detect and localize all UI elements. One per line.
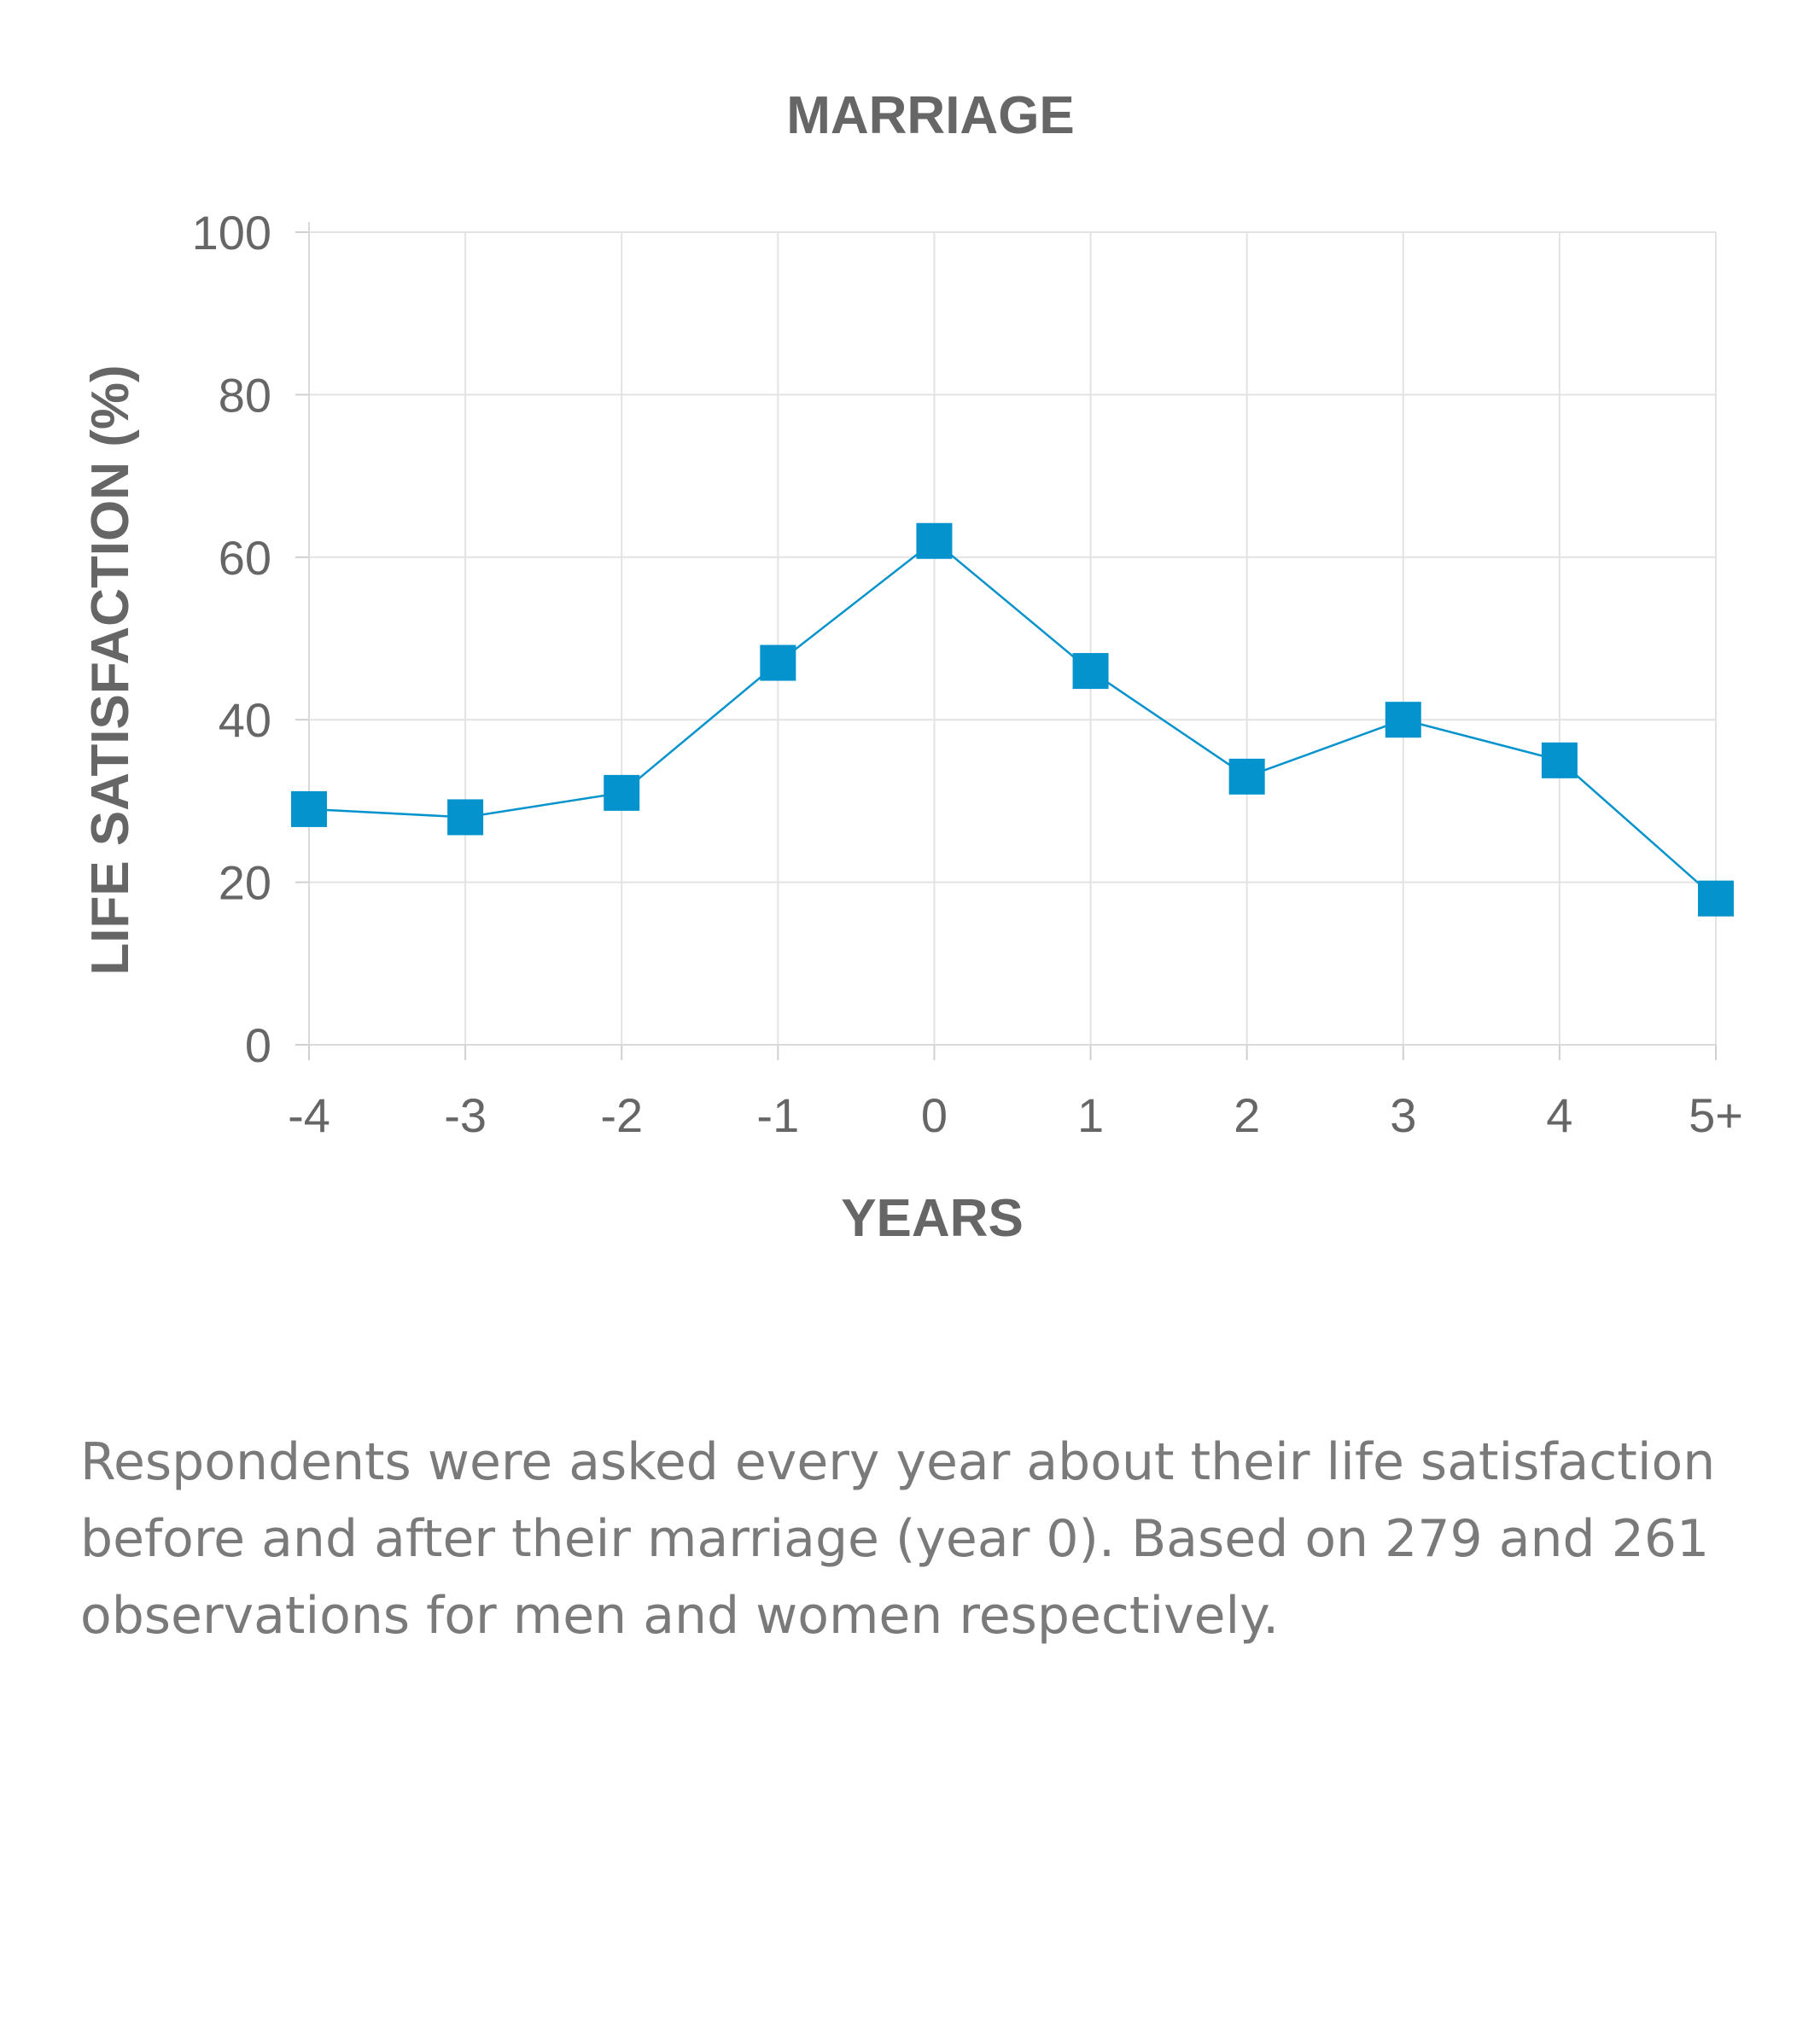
data-point-marker	[1385, 702, 1421, 738]
x-tick-label: 3	[1390, 1088, 1416, 1142]
y-tick-label: 100	[192, 206, 271, 259]
x-tick-label: 1	[1077, 1088, 1104, 1142]
data-point-marker	[916, 522, 953, 559]
x-tick-label: 5+	[1689, 1088, 1743, 1142]
x-tick-label: 0	[921, 1088, 948, 1142]
data-point-marker	[760, 644, 796, 681]
data-point-marker	[604, 774, 640, 811]
y-axis-title: LIFE SATISFACTION (%)	[81, 364, 140, 975]
y-tick-label: 60	[219, 531, 271, 585]
series-line	[308, 539, 1717, 900]
chart-caption: Respondents were asked every year about …	[80, 1432, 1716, 1646]
data-series	[291, 522, 1734, 917]
x-tick-label: -2	[600, 1088, 643, 1142]
data-point-marker	[447, 799, 484, 836]
y-tick-label: 40	[219, 693, 271, 747]
x-tick-label: -1	[756, 1088, 799, 1142]
axes	[295, 222, 1717, 1060]
y-tick-label: 20	[219, 856, 271, 910]
x-tick-labels: -4 -3 -2 -1 0 1 2 3 4 5+	[288, 1088, 1743, 1142]
y-tick-label: 0	[245, 1018, 271, 1072]
data-point-marker	[1072, 653, 1109, 690]
data-point-marker	[1228, 758, 1265, 795]
data-point-marker	[291, 790, 327, 827]
data-point-marker	[1541, 742, 1578, 778]
chart: MARRIAGE 0 20 40 60 80 100 -4 -3 -2 -1 0 1 2 3 4 5+ LI…	[81, 86, 1743, 1248]
y-tick-label: 80	[219, 368, 271, 422]
chart-title: MARRIAGE	[786, 86, 1075, 145]
gridlines	[309, 231, 1717, 1045]
y-tick-labels: 0 20 40 60 80 100	[192, 206, 271, 1072]
x-tick-label: -4	[288, 1088, 330, 1142]
data-point-marker	[1698, 880, 1734, 917]
x-axis-title: YEARS	[841, 1189, 1024, 1248]
x-tick-label: 4	[1546, 1088, 1572, 1142]
x-tick-label: -3	[444, 1088, 487, 1142]
x-tick-label: 2	[1234, 1088, 1260, 1142]
